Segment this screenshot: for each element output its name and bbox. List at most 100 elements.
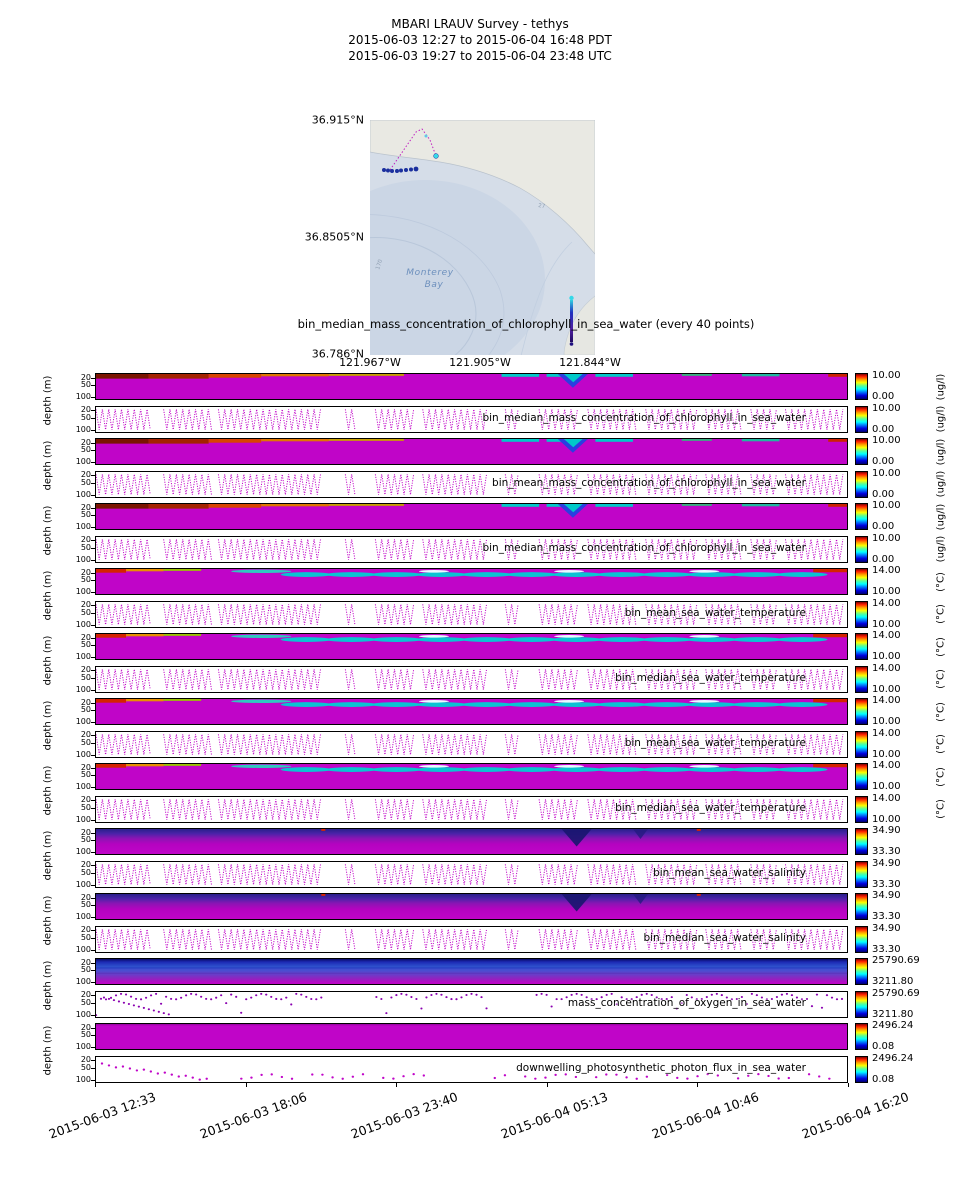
- colorbar-min-label: 33.30: [872, 911, 901, 922]
- y-tick-mark: [91, 787, 95, 789]
- x-tick-label: 2015-06-04 10:46: [649, 1088, 761, 1142]
- panel-parameter-label: bin_mean_mass_concentration_of_chlorophy…: [492, 477, 806, 490]
- y-tick-mark: [91, 657, 95, 659]
- colorbar-max-label: 14.00: [872, 597, 901, 609]
- colorbar-unit-label: (°C): [935, 571, 947, 592]
- y-tick-label: 50: [80, 932, 91, 942]
- colorbar-max-label: 14.00: [872, 630, 901, 641]
- y-tick-mark: [91, 625, 95, 627]
- y-tick-label: 100: [75, 457, 91, 467]
- colorbar: [855, 665, 868, 693]
- scatter-panel: [95, 665, 848, 693]
- y-tick-mark: [91, 1015, 95, 1017]
- colorbar-max-label: 10.00: [872, 402, 901, 414]
- y-tick-label: 50: [80, 769, 91, 779]
- y-tick-label: 50: [80, 574, 91, 584]
- y-tick-mark: [91, 872, 95, 874]
- colorbar: [855, 698, 868, 725]
- depth-axis-label: depth (m): [42, 635, 54, 686]
- colorbar: [855, 600, 868, 628]
- map-lat-tick: 36.915°N: [311, 113, 364, 127]
- colorbar-min-label: 0.00: [872, 456, 895, 467]
- y-tick-mark: [91, 670, 95, 672]
- heatmap-panel: [95, 698, 848, 725]
- y-tick-label: 20: [80, 892, 91, 902]
- panel-parameter-label: bin_mean_sea_water_temperature: [624, 737, 806, 750]
- y-tick-mark: [91, 1002, 95, 1004]
- colorbar-min-label: 0.00: [872, 391, 895, 402]
- colorbar-unit-label: (°C): [935, 766, 947, 787]
- map-parameter-label: bin_median_mass_concentration_of_chlorop…: [297, 317, 755, 331]
- y-tick-mark: [91, 495, 95, 497]
- map-contour-label: 170: [375, 258, 384, 270]
- colorbar-unit-label: (ug/l): [935, 503, 947, 530]
- y-tick-mark: [91, 742, 95, 744]
- map-lon-tick: 121.905°W: [449, 356, 511, 369]
- colorbar: [855, 405, 868, 433]
- y-tick-mark: [91, 937, 95, 939]
- colorbar: [855, 828, 868, 855]
- y-tick-mark: [91, 644, 95, 646]
- y-tick-label: 100: [75, 815, 91, 825]
- y-tick-mark: [91, 1027, 95, 1029]
- y-tick-mark: [91, 1060, 95, 1062]
- y-tick-mark: [91, 677, 95, 679]
- colorbar-min-label: 10.00: [872, 716, 901, 727]
- colorbar-min-label: 0.08: [872, 1041, 895, 1052]
- scatter-panel: [95, 535, 848, 563]
- depth-axis-label: depth (m): [42, 570, 54, 621]
- panel-parameter-label: bin_mean_sea_water_temperature: [624, 607, 806, 620]
- scatter-panel: [95, 405, 848, 433]
- scatter-panel: [95, 470, 848, 498]
- figure-subtitle-utc: 2015-06-03 19:27 to 2015-06-04 23:48 UTC: [348, 49, 612, 63]
- y-tick-mark: [91, 930, 95, 932]
- y-tick-label: 20: [80, 925, 91, 935]
- y-tick-mark: [91, 442, 95, 444]
- y-tick-label: 50: [80, 899, 91, 909]
- y-tick-mark: [91, 527, 95, 529]
- colorbar-unit-label: (ug/l): [935, 535, 947, 563]
- heatmap-panel: [95, 438, 848, 465]
- y-tick-mark: [91, 547, 95, 549]
- panel-parameter-label: bin_median_sea_water_salinity: [643, 932, 806, 945]
- scatter-panel: [95, 990, 848, 1018]
- colorbar-max-label: 10.00: [872, 532, 901, 544]
- y-tick-label: 100: [75, 555, 91, 565]
- y-tick-label: 20: [80, 632, 91, 642]
- scatter-panel: [95, 730, 848, 758]
- depth-axis-label: depth (m): [42, 830, 54, 881]
- y-tick-label: 50: [80, 444, 91, 454]
- y-tick-mark: [91, 540, 95, 542]
- heatmap-panel: [95, 828, 848, 855]
- colorbar-max-label: 14.00: [872, 760, 901, 771]
- y-tick-mark: [91, 774, 95, 776]
- colorbar-max-label: 14.00: [872, 792, 901, 804]
- vehicle-track: [382, 128, 439, 173]
- x-tick-label: 2015-06-04 16:20: [800, 1088, 912, 1142]
- colorbar-unit-label: (ug/l): [935, 373, 947, 400]
- y-tick-mark: [91, 397, 95, 399]
- heatmap-panel: [95, 568, 848, 595]
- panel-parameter-label: bin_median_mass_concentration_of_chlorop…: [482, 542, 806, 555]
- colorbar-unit-label: (ug/l): [935, 438, 947, 465]
- colorbar-max-label: 2496.24: [872, 1020, 914, 1031]
- y-tick-mark: [91, 982, 95, 984]
- depth-axis-label: depth (m): [42, 375, 54, 426]
- x-tick-mark: [95, 1082, 96, 1087]
- colorbar-max-label: 25790.69: [872, 955, 920, 966]
- colorbar: [855, 373, 868, 400]
- colorbar: [855, 1055, 868, 1083]
- y-tick-label: 100: [75, 945, 91, 955]
- y-tick-mark: [91, 1047, 95, 1049]
- panel-parameter-label: bin_median_sea_water_temperature: [615, 672, 806, 685]
- y-tick-label: 20: [80, 957, 91, 967]
- y-tick-label: 50: [80, 379, 91, 389]
- y-tick-mark: [91, 885, 95, 887]
- y-tick-label: 20: [80, 1055, 91, 1065]
- colorbar-min-label: 10.00: [872, 748, 901, 760]
- colorbar: [855, 763, 868, 790]
- y-tick-label: 100: [75, 490, 91, 500]
- colorbar-min-label: 33.30: [872, 846, 901, 857]
- y-tick-label: 100: [75, 652, 91, 662]
